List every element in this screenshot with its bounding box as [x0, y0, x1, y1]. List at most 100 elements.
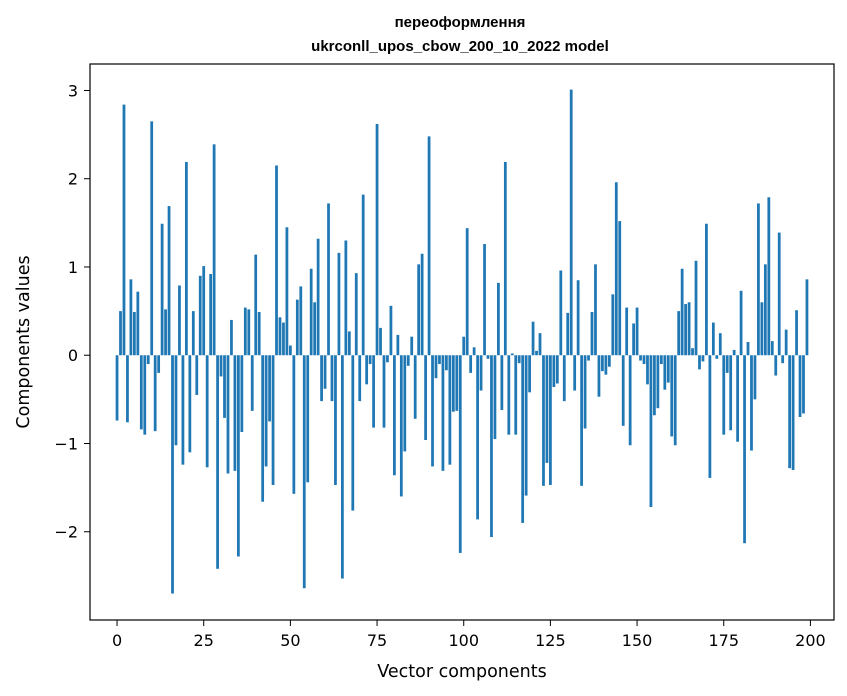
- plot-frame: [89, 63, 835, 621]
- bar: [646, 355, 649, 385]
- bar: [750, 355, 753, 451]
- bar: [361, 194, 365, 356]
- bar: [687, 302, 691, 356]
- bar: [611, 294, 615, 356]
- bar: [126, 355, 129, 423]
- bar: [195, 355, 199, 395]
- chart-title-line-1: переоформлення: [395, 14, 526, 31]
- bar: [462, 336, 466, 356]
- bar: [718, 333, 722, 356]
- bar: [129, 279, 133, 356]
- bar: [542, 355, 545, 486]
- bar: [743, 355, 746, 544]
- bar: [282, 322, 285, 356]
- bar: [309, 268, 313, 356]
- bar: [746, 342, 750, 356]
- bar: [299, 286, 303, 356]
- bar: [705, 223, 708, 356]
- bar: [767, 197, 771, 356]
- bar: [493, 355, 497, 440]
- bar: [250, 355, 254, 411]
- bar: [517, 355, 521, 364]
- x-tick-label: 150: [622, 631, 653, 650]
- bar: [670, 355, 674, 437]
- bar: [476, 355, 479, 520]
- bar: [403, 355, 407, 452]
- bar: [240, 355, 244, 433]
- bar: [344, 240, 348, 356]
- bar: [278, 317, 282, 356]
- bar: [798, 355, 802, 418]
- bar: [254, 254, 258, 356]
- bar: [372, 355, 375, 428]
- bar: [777, 232, 781, 356]
- bar: [510, 353, 514, 356]
- bar: [230, 319, 233, 356]
- bar: [184, 161, 188, 356]
- bar: [739, 290, 743, 356]
- bar: [455, 355, 459, 411]
- bar: [122, 104, 126, 356]
- bar: [188, 355, 192, 453]
- x-tick-label: 175: [708, 631, 739, 650]
- bar: [653, 355, 656, 416]
- bar: [365, 355, 369, 385]
- x-tick-label: 200: [795, 631, 826, 650]
- bar: [694, 260, 698, 356]
- bar: [497, 282, 500, 356]
- bar: [597, 355, 601, 397]
- bar: [292, 355, 296, 494]
- bar: [198, 275, 202, 356]
- bar: [604, 355, 608, 375]
- bar: [341, 355, 344, 579]
- bar: [479, 355, 483, 391]
- bar: [711, 322, 715, 356]
- bar: [788, 355, 792, 469]
- x-axis-ticks: 0 25 50 75 100 125 150 175 200: [112, 620, 826, 650]
- bar: [119, 311, 122, 356]
- bar: [583, 355, 587, 429]
- bar: [684, 304, 687, 356]
- bar: [774, 355, 778, 376]
- bar: [552, 355, 556, 388]
- y-tick-label: 3: [68, 81, 78, 100]
- bar: [413, 355, 417, 419]
- bar: [354, 273, 358, 356]
- bar: [136, 291, 140, 356]
- bar: [649, 355, 653, 508]
- bar: [618, 221, 622, 356]
- bar: [237, 355, 240, 557]
- bar: [233, 355, 237, 471]
- bar: [223, 355, 226, 418]
- bar: [347, 331, 351, 356]
- bar: [396, 334, 400, 356]
- bar: [191, 311, 195, 356]
- bar: [507, 355, 511, 435]
- x-tick-label: 125: [535, 631, 566, 650]
- bar: [770, 341, 774, 356]
- chart-title-line-2: ukrconll_upos_cbow_200_10_2022 model: [311, 38, 609, 55]
- bar: [569, 89, 573, 356]
- y-axis-ticks: −2 −1 0 1 2 3: [54, 81, 90, 542]
- bar: [209, 274, 213, 356]
- bar: [580, 355, 583, 486]
- bar: [524, 355, 528, 496]
- bar: [781, 355, 785, 364]
- bar: [625, 307, 629, 356]
- bar: [486, 355, 490, 359]
- bar: [448, 355, 452, 465]
- bar: [691, 348, 694, 356]
- bar: [715, 355, 719, 359]
- bar: [784, 329, 788, 356]
- bar: [666, 355, 670, 383]
- bar: [614, 182, 618, 356]
- bar: [295, 299, 299, 356]
- bar: [438, 355, 441, 365]
- bar: [139, 355, 143, 430]
- bar: [271, 355, 275, 485]
- bar: [514, 355, 518, 435]
- bar: [663, 355, 667, 390]
- bar: [573, 355, 577, 391]
- bar: [205, 355, 209, 468]
- bar: [302, 355, 306, 589]
